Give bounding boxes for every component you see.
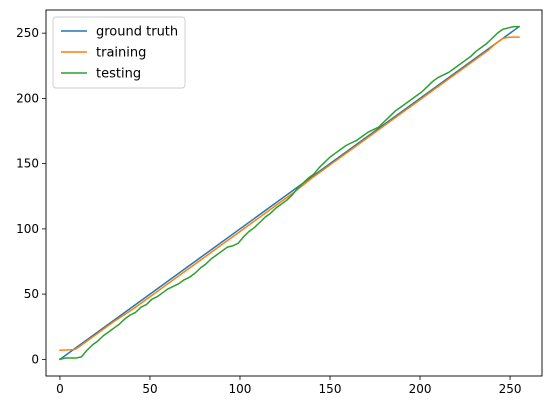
x-tick-label-4: 200 [409, 382, 432, 396]
y-axis: 0 50 100 150 200 250 [16, 26, 46, 366]
y-tick-label-0: 0 [31, 352, 39, 366]
x-tick-label-5: 250 [499, 382, 522, 396]
legend: ground truth training testing [53, 17, 185, 88]
y-tick-label-2: 100 [16, 222, 39, 236]
y-tick-label-3: 150 [16, 157, 39, 171]
legend-label-0: ground truth [96, 25, 178, 40]
y-tick-label-1: 50 [24, 287, 39, 301]
x-tick-label-2: 100 [229, 382, 252, 396]
legend-label-1: training [96, 46, 146, 61]
x-axis: 0 50 100 150 200 250 [56, 376, 521, 396]
x-tick-label-0: 0 [56, 382, 64, 396]
x-tick-label-1: 50 [142, 382, 157, 396]
x-tick-label-3: 150 [319, 382, 342, 396]
y-tick-label-5: 250 [16, 26, 39, 40]
y-tick-label-4: 200 [16, 91, 39, 105]
legend-label-2: testing [96, 67, 141, 82]
